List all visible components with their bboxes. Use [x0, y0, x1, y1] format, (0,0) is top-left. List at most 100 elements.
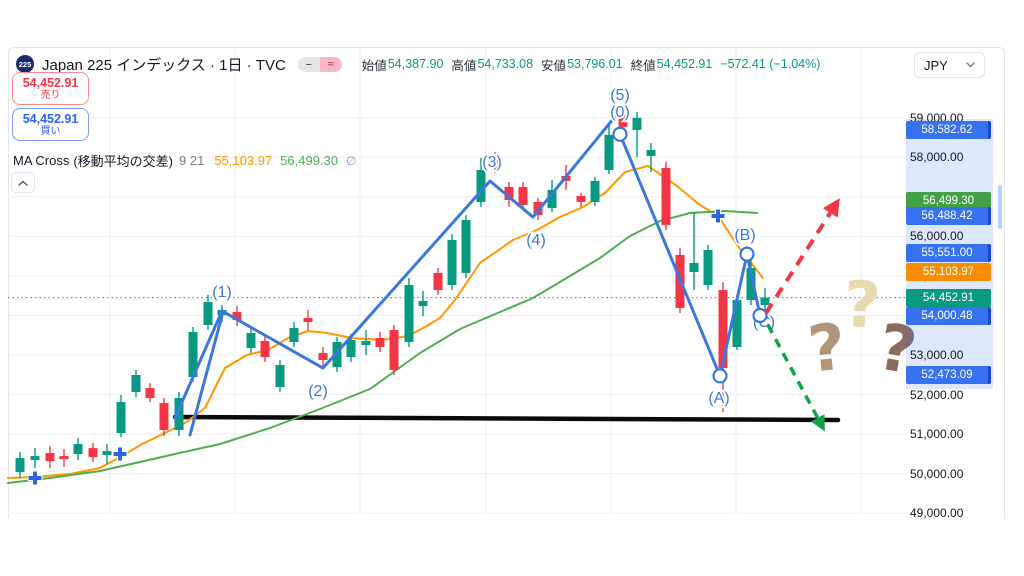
buy-price: 54,452.91: [22, 112, 79, 126]
candle-body: [504, 186, 514, 200]
candle-body: [116, 402, 126, 434]
candle-body: [246, 333, 256, 349]
axis-tick: 52,000.00: [910, 387, 964, 402]
price-tag: 55,103.97: [906, 262, 991, 281]
candle-body: [576, 195, 586, 202]
price-tag: 54,452.91: [906, 288, 991, 307]
sell-label: 売り: [40, 90, 61, 101]
candle-body: [433, 272, 443, 290]
ohlc-readout: 始値 54,387.90 高値 54,733.08 安値 53,796.01 終値 54,45…: [354, 55, 713, 74]
ohlc-value: 54,387.90: [387, 57, 444, 71]
axis-scroll-nub[interactable]: [998, 185, 1002, 229]
candle-body: [533, 201, 543, 215]
ma-slow-line: [7, 210, 758, 484]
candle-body: [131, 375, 141, 393]
candle-body: [275, 365, 285, 388]
candle-body: [145, 388, 155, 399]
candle-body: [88, 448, 98, 458]
ohlc-label: 安値: [541, 58, 567, 73]
symbol-logo: 225: [16, 55, 34, 73]
symbol-title[interactable]: Japan 225 インデックス · 1日 · TVC: [42, 56, 286, 74]
candle-body: [159, 403, 169, 431]
chevron-up-icon: [18, 180, 28, 186]
candle-body: [260, 341, 270, 358]
candle-body: [661, 167, 671, 225]
price-tag: 52,473.09: [906, 366, 991, 384]
collapse-legend-button[interactable]: [11, 172, 35, 193]
wave-label-2: (2): [308, 383, 328, 400]
wave-label-4: (4): [526, 232, 546, 249]
sell-price: 54,452.91: [22, 76, 79, 90]
candle-body: [703, 249, 713, 286]
ohlc-label: 始値: [361, 58, 387, 73]
wave-point-handle: [739, 246, 755, 262]
candle-body: [646, 149, 656, 156]
wave-label-5: (5): [610, 87, 630, 104]
candle-body: [15, 458, 25, 473]
candle-body: [461, 219, 471, 273]
wave-point-handle: [612, 126, 628, 142]
header-toggles[interactable]: – ≈: [297, 56, 342, 72]
chevron-down-icon: [966, 62, 975, 68]
wave-point-handle: [712, 368, 728, 384]
axis-tick: 50,000.00: [910, 466, 964, 481]
candle-body: [45, 453, 55, 462]
ma-cross-marker: [710, 208, 726, 224]
candle-body: [618, 114, 628, 127]
candle-body: [732, 299, 742, 347]
candle-body: [447, 239, 457, 286]
price-tag: 56,499.30: [906, 192, 991, 210]
chart-panel: [8, 47, 1005, 519]
candle-body: [375, 338, 385, 347]
ohlc-value: 54,452.91: [656, 57, 713, 71]
currency-selector[interactable]: JPY: [914, 52, 985, 78]
ma-fast-value: 55,103.97: [214, 153, 273, 168]
candle-body: [303, 317, 313, 322]
candle-body: [476, 169, 486, 202]
wave-label-1: (1): [212, 284, 232, 301]
candle-body: [490, 157, 500, 168]
elliott-correction-line: [618, 132, 762, 378]
candle-body: [746, 268, 756, 300]
candle-body: [289, 327, 299, 342]
candle-body: [689, 262, 699, 272]
bearish-scenario-arrow: [766, 324, 825, 432]
candle-body: [418, 300, 428, 307]
buy-button[interactable]: 54,452.91 買い: [12, 108, 89, 141]
elliott-impulse-start-line: [188, 310, 225, 437]
candle-body: [590, 180, 600, 202]
indicator-name: MA Cross: [13, 153, 70, 168]
candle-body: [604, 134, 614, 170]
candle-body: [59, 456, 69, 460]
candle-body: [174, 398, 184, 431]
indicator-legend[interactable]: MA Cross (移動平均の交差) 9 21 55,103.97 56,499…: [13, 151, 356, 170]
ohlc-value: 53,796.01: [567, 57, 623, 71]
symbol-header[interactable]: 225 Japan 225 インデックス · 1日 · TVC – ≈ 始値 54…: [16, 54, 820, 74]
axis-tick: 58,000.00: [910, 150, 964, 165]
price-tag: 54,000.48: [906, 306, 991, 325]
minus-toggle-icon[interactable]: –: [297, 56, 320, 72]
axis-tick: 49,000.00: [910, 506, 964, 521]
question-mark: ?: [841, 268, 883, 344]
wave-label-0: (0): [610, 104, 630, 121]
candle-body: [188, 331, 198, 378]
wave-toggle-icon[interactable]: ≈: [319, 56, 342, 72]
support-trendline: [172, 414, 841, 423]
wave-label-B: (B): [734, 227, 755, 244]
ma-cross-marker: [112, 446, 128, 462]
ohlc-label: 高値: [451, 58, 477, 73]
candle-body: [346, 340, 356, 358]
candle-body: [73, 444, 83, 455]
ohlc-value: 54,733.08: [477, 57, 534, 71]
candle-body: [547, 189, 557, 208]
wave-point-handle: [752, 307, 768, 324]
elliott-impulse-line: [173, 111, 620, 420]
candle-body: [518, 186, 528, 205]
price-tag: 58,582.62: [906, 121, 991, 139]
candle-body: [30, 456, 40, 461]
change-readout: −572.41 (−1.04%): [720, 57, 821, 71]
axis-tick: 51,000.00: [910, 427, 964, 442]
sell-button[interactable]: 54,452.91 売り: [12, 72, 89, 105]
wave-label-3: (3): [482, 154, 502, 171]
